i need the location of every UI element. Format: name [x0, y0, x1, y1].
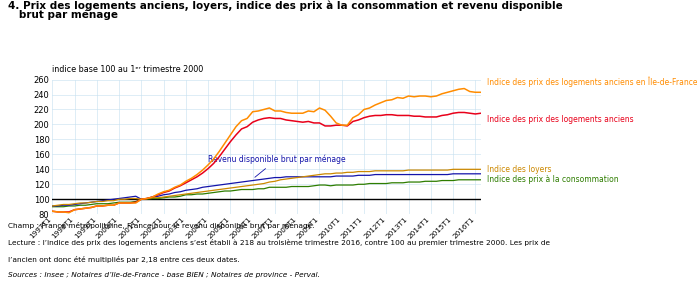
Text: Indice des prix des logements anciens en Île-de-France: Indice des prix des logements anciens en… [487, 76, 697, 87]
Text: Lecture : l’indice des prix des logements anciens s’est établi à 218 au troisièm: Lecture : l’indice des prix des logement… [8, 239, 551, 246]
Text: Revenu disponible brut par ménage: Revenu disponible brut par ménage [208, 155, 346, 177]
Text: brut par ménage: brut par ménage [8, 10, 118, 20]
Text: indice base 100 au 1ᵉʳ trimestre 2000: indice base 100 au 1ᵉʳ trimestre 2000 [52, 65, 204, 74]
Text: Sources : Insee ; Notaires d’Ile-de-France - base BIEN ; Notaires de province - : Sources : Insee ; Notaires d’Ile-de-Fran… [8, 272, 320, 278]
Text: l’ancien ont donc été multipliés par 2,18 entre ces deux dates.: l’ancien ont donc été multipliés par 2,1… [8, 256, 240, 263]
Text: Indice des prix des logements anciens: Indice des prix des logements anciens [487, 115, 633, 124]
Text: Indice des loyers: Indice des loyers [487, 165, 551, 174]
Text: 4. Prix des logements anciens, loyers, indice des prix à la consommation et reve: 4. Prix des logements anciens, loyers, i… [8, 1, 563, 11]
Text: Indice des prix à la consommation: Indice des prix à la consommation [487, 175, 618, 184]
Text: Champ : France métropolitaine, France pour le revenu disponible brut par ménage.: Champ : France métropolitaine, France po… [8, 222, 315, 229]
